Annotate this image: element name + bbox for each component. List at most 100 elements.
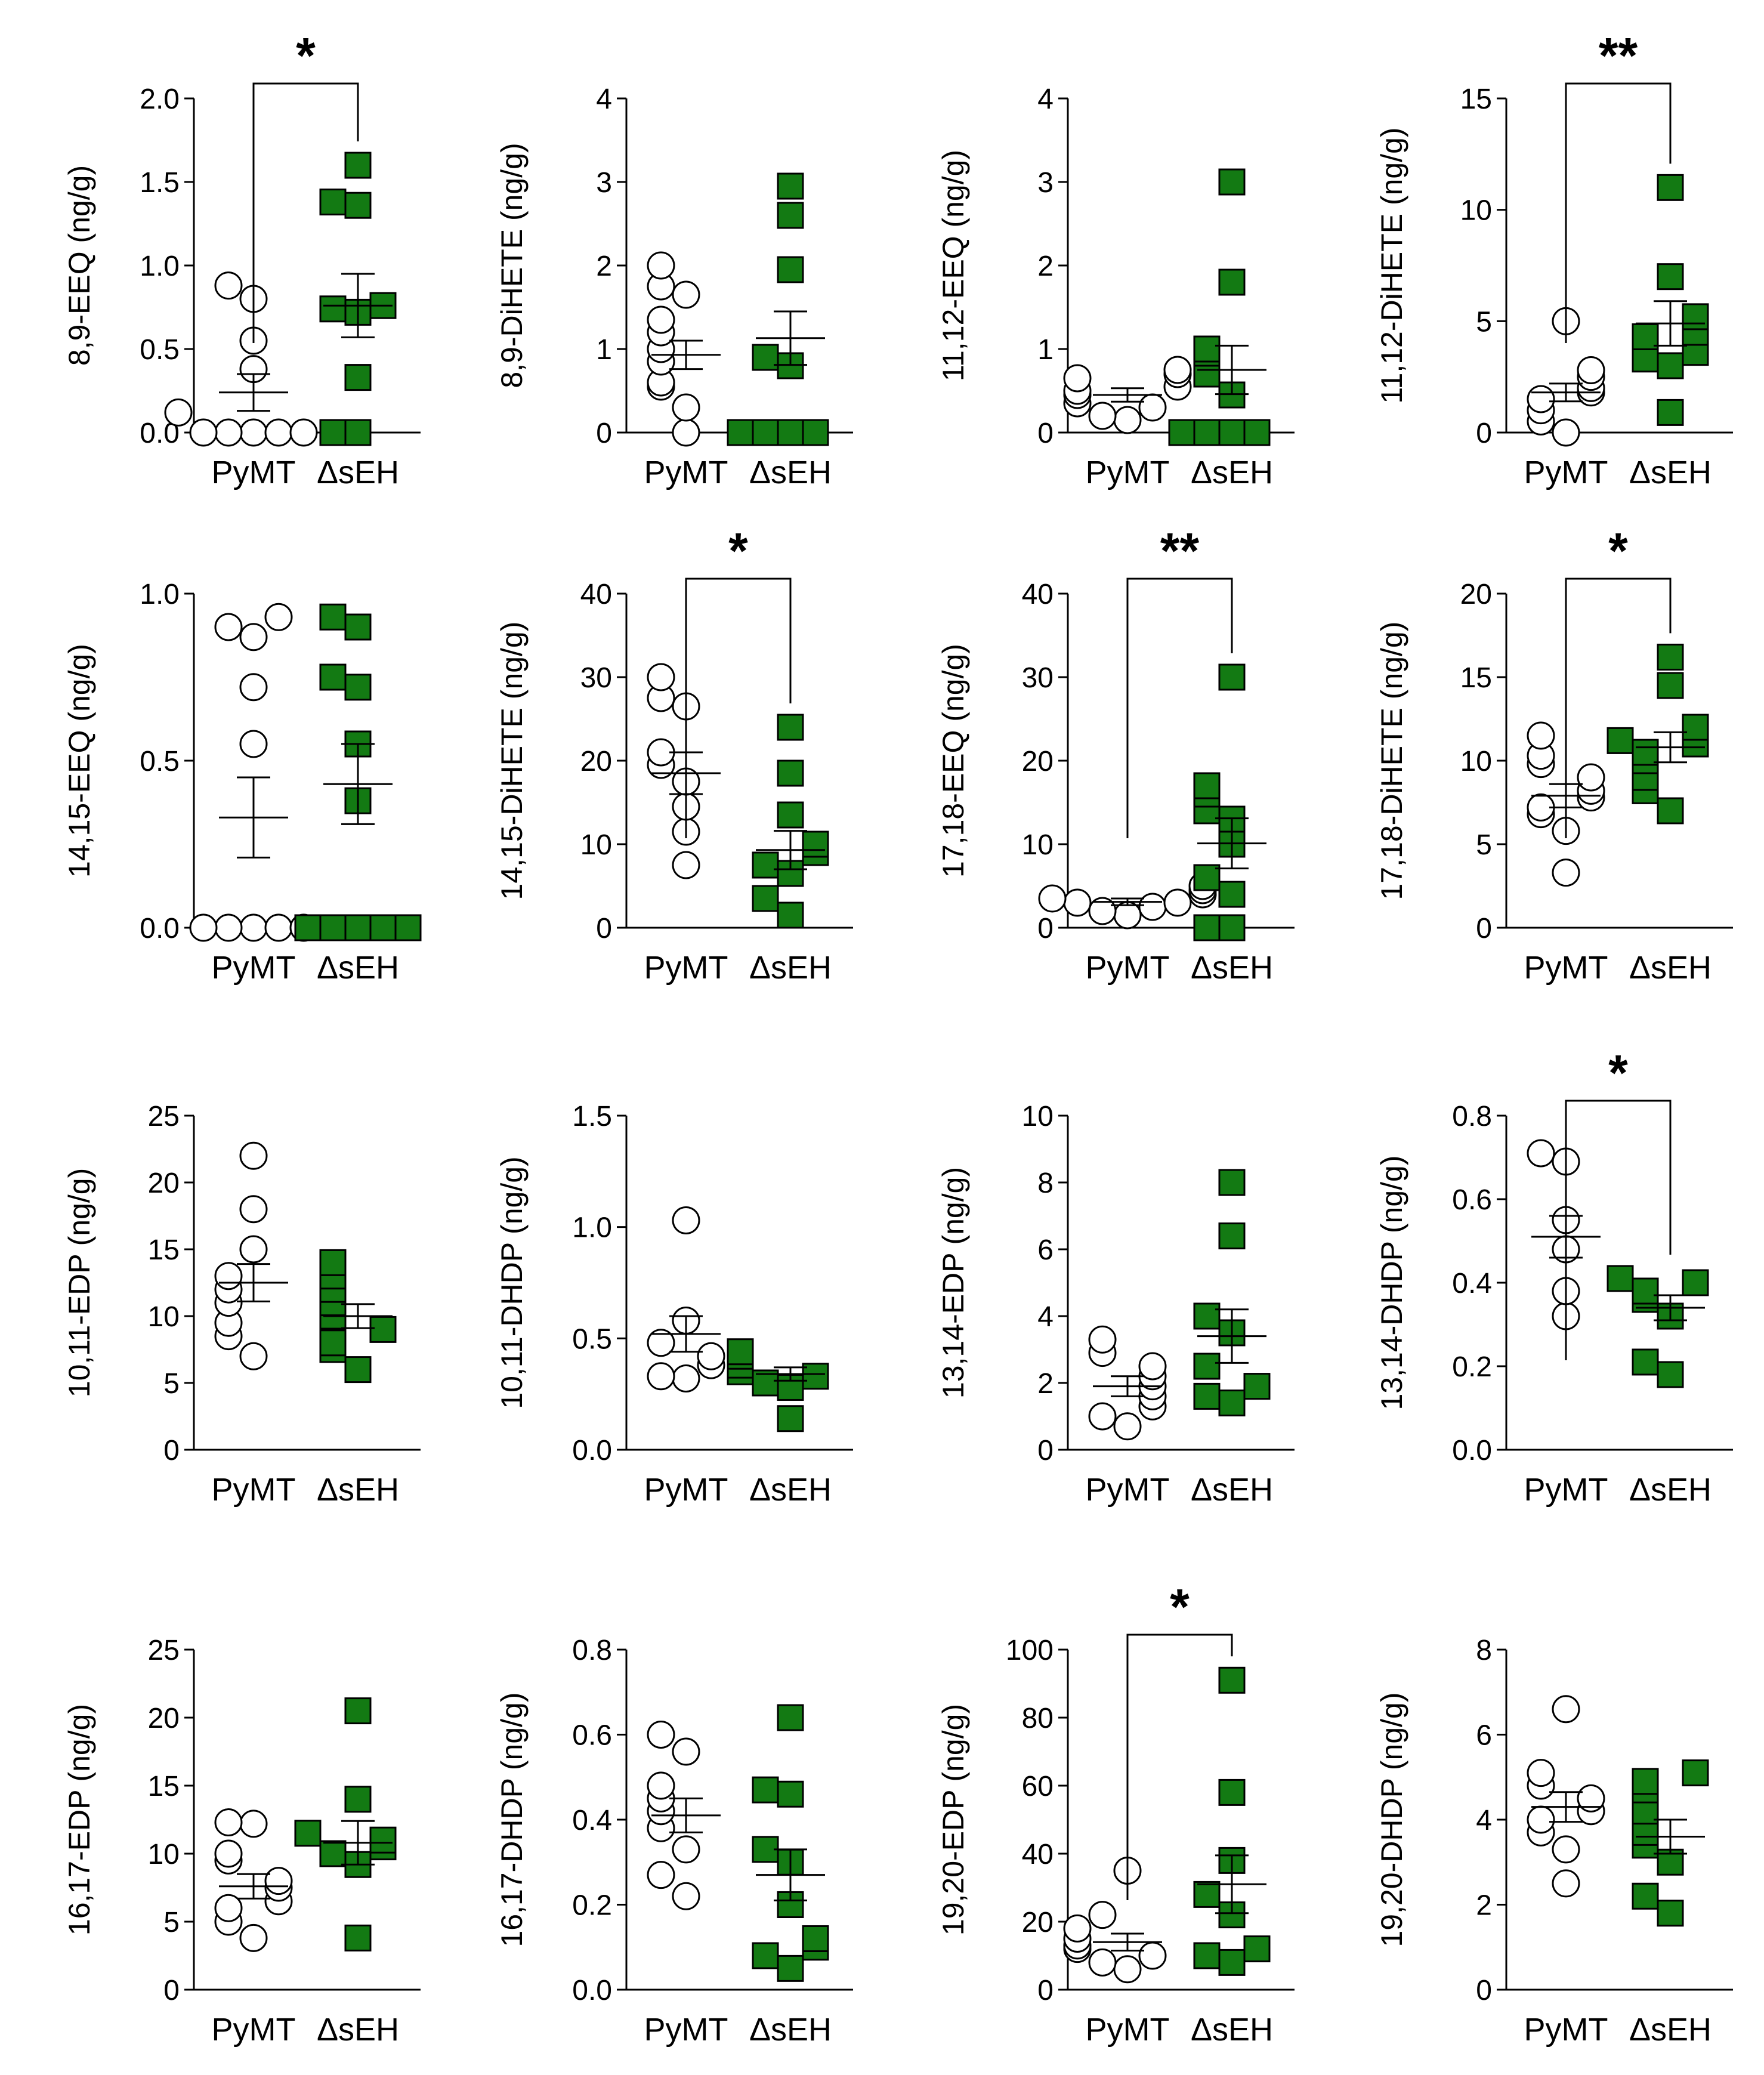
dseh-point xyxy=(319,1249,347,1276)
dseh-point xyxy=(752,344,779,371)
dseh-point xyxy=(1632,1768,1659,1795)
y-axis-label: 13,14-EDP (ng/g) xyxy=(937,1167,970,1398)
dseh-point xyxy=(319,663,347,691)
panel: 0 5 10 15 20 25 10,11-EDP (ng/g) PyMT ΔsEH xyxy=(63,1101,421,1508)
pymt-point xyxy=(214,913,243,942)
dseh-point xyxy=(1218,1389,1246,1417)
dseh-point xyxy=(1632,345,1659,373)
pymt-point xyxy=(647,305,675,334)
category-label: PyMT xyxy=(212,2012,296,2048)
panel: 0.00.51.01.52.08,9-EEQ (ng/g)PyMT ΔsEH* xyxy=(63,27,421,490)
pymt-point xyxy=(239,1810,268,1838)
y-tick-label: 0 xyxy=(163,1975,180,2006)
pymt-point xyxy=(1138,1941,1167,1970)
category-label: PyMT xyxy=(1524,2012,1608,2048)
panel: 0 5 10 15 20 17,18-DiHETE (ng/g) PyMT ΔsEH * xyxy=(1375,523,1733,986)
category-label: PyMT xyxy=(1086,950,1170,986)
pymt-point xyxy=(672,1206,700,1234)
category-label: ΔsEH xyxy=(1629,455,1712,490)
y-tick-label: 0.4 xyxy=(1452,1268,1492,1299)
pymt-point xyxy=(1088,1901,1117,1929)
pymt-point xyxy=(647,663,675,691)
pymt-point xyxy=(1552,1869,1580,1898)
panel: 0 2 4 6 8 10 13,14-EDP (ng/g) PyMT ΔsEH xyxy=(937,1101,1295,1508)
category-label: ΔsEH xyxy=(1629,1472,1712,1508)
panel: 0.0 0.2 0.4 0.6 0.8 16,17-DHDP (ng/g) PyMT ΔsEH xyxy=(495,1635,853,2048)
dseh-point xyxy=(752,419,779,446)
pymt-point xyxy=(239,1195,268,1224)
pymt-point xyxy=(672,280,700,309)
significance-bracket xyxy=(1565,82,1672,343)
pymt-point xyxy=(289,418,318,447)
pymt-point xyxy=(239,1235,268,1264)
y-tick-label: 6 xyxy=(1037,1234,1054,1266)
pymt-point xyxy=(647,1771,675,1800)
y-tick-label: 20 xyxy=(148,1168,180,1199)
dseh-point xyxy=(1193,1382,1221,1410)
y-tick-label: 0.0 xyxy=(572,1435,612,1466)
category-label: ΔsEH xyxy=(749,455,832,490)
dseh-point xyxy=(727,419,754,446)
dseh-point xyxy=(1193,772,1221,799)
y-axis-label: 11,12-DiHETE (ng/g) xyxy=(1375,127,1408,403)
y-tick-label: 15 xyxy=(1460,662,1492,694)
y-tick-label: 2.0 xyxy=(140,84,180,115)
pymt-point xyxy=(239,418,268,447)
significance-marker: * xyxy=(1608,523,1628,579)
y-tick-label: 0.6 xyxy=(572,1720,612,1752)
y-tick-label: 0 xyxy=(163,1435,180,1466)
pymt-point xyxy=(1038,884,1067,913)
significance-bracket xyxy=(685,578,792,838)
significance-marker: * xyxy=(728,523,748,579)
dseh-point xyxy=(1193,335,1221,363)
dseh-point xyxy=(1243,419,1271,446)
dseh-point xyxy=(1632,1277,1659,1305)
pymt-point xyxy=(672,851,700,879)
dseh-point xyxy=(752,851,779,879)
pymt-point xyxy=(1113,1412,1142,1441)
dseh-point xyxy=(777,1704,804,1731)
significance-marker: * xyxy=(296,27,316,84)
dseh-point xyxy=(1657,352,1684,379)
pymt-point xyxy=(1088,897,1117,925)
category-label: ΔsEH xyxy=(1191,1472,1273,1508)
y-axis-label: 14,15-DiHETE (ng/g) xyxy=(495,622,529,900)
dseh-point xyxy=(1657,1900,1684,1927)
pymt-point xyxy=(214,418,243,447)
dseh-point xyxy=(777,801,804,829)
y-tick-label: 8 xyxy=(1037,1168,1054,1199)
y-tick-label: 0.0 xyxy=(572,1975,612,2006)
y-tick-label: 20 xyxy=(580,746,612,777)
dseh-point xyxy=(1218,1949,1246,1976)
dseh-point xyxy=(369,914,397,941)
y-tick-label: 4 xyxy=(1037,1301,1054,1333)
y-tick-label: 4 xyxy=(1037,84,1054,115)
dseh-point xyxy=(752,885,779,912)
pymt-point xyxy=(214,271,243,300)
y-tick-label: 5 xyxy=(1476,306,1492,338)
dseh-point xyxy=(777,714,804,741)
y-tick-label: 0 xyxy=(1037,418,1054,449)
y-tick-label: 0 xyxy=(1476,418,1492,449)
category-label: ΔsEH xyxy=(1191,455,1273,490)
y-axis-label: 10,11-EDP (ng/g) xyxy=(63,1168,96,1397)
significance-bracket xyxy=(1565,1100,1672,1360)
panel: 0 10 20 30 40 17,18-EEQ (ng/g) PyMT ΔsEH ** xyxy=(937,523,1295,986)
pymt-point xyxy=(1163,888,1192,917)
y-tick-label: 0 xyxy=(1037,913,1054,944)
dseh-point xyxy=(344,1924,372,1952)
pymt-point xyxy=(647,1721,675,1749)
pymt-point xyxy=(1552,1835,1580,1864)
pymt-point xyxy=(1113,406,1142,434)
pymt-point xyxy=(1552,859,1580,887)
pymt-point xyxy=(1063,364,1092,393)
dseh-point xyxy=(1632,1348,1659,1376)
y-tick-label: 25 xyxy=(148,1101,180,1132)
dseh-point xyxy=(802,1363,829,1390)
y-tick-label: 1 xyxy=(1037,334,1054,366)
dseh-point xyxy=(1218,914,1246,941)
y-tick-label: 2 xyxy=(596,251,612,282)
y-axis-label: 14,15-EEQ (ng/g) xyxy=(63,644,96,878)
y-tick-label: 0 xyxy=(1037,1975,1054,2006)
